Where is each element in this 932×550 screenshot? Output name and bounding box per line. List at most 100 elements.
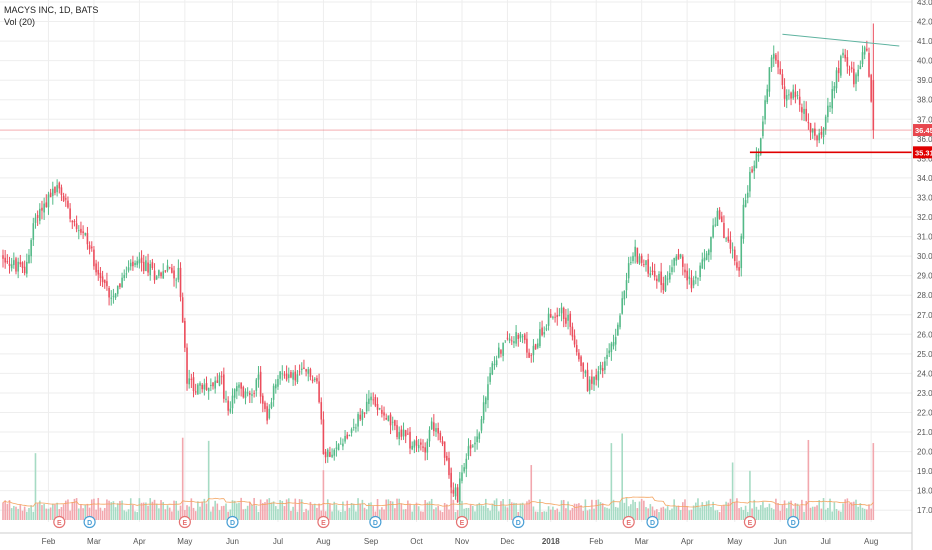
volume-bar	[794, 503, 797, 520]
candle-body	[246, 392, 249, 394]
candle-body	[515, 332, 517, 344]
candle-body	[67, 200, 69, 208]
candle-body	[474, 442, 476, 445]
candle-body	[792, 89, 795, 99]
volume-bar	[695, 502, 697, 520]
volume-bar	[478, 502, 481, 520]
volume-bar	[749, 470, 751, 520]
candle-body	[831, 89, 833, 109]
candle-body	[660, 271, 662, 285]
candle-body	[326, 449, 329, 457]
volume-bar	[666, 506, 669, 520]
candle-body	[199, 383, 201, 386]
candle-body	[34, 217, 37, 223]
volume-bar	[21, 510, 24, 520]
y-tick-label: 19.00	[917, 467, 932, 476]
volume-bar	[58, 509, 61, 520]
volume-bar	[863, 508, 866, 520]
candle-body	[746, 192, 749, 198]
volume-bar	[840, 511, 842, 520]
candle-body	[175, 279, 177, 281]
volume-bar	[212, 506, 214, 520]
volume-bar	[656, 509, 658, 520]
candle-body	[446, 455, 448, 461]
y-tick-label: 35.00	[917, 154, 932, 163]
volume-bar	[853, 501, 855, 520]
volume-bar	[435, 507, 437, 520]
candle-body	[2, 255, 4, 259]
volume-bar	[54, 504, 56, 520]
candle-body	[26, 261, 28, 274]
candle-body	[597, 371, 600, 381]
candle-body	[476, 436, 478, 443]
candle-body	[617, 324, 619, 336]
candle-body	[530, 355, 533, 357]
earnings-marker	[178, 515, 191, 529]
volume-bar	[705, 501, 708, 520]
candle-body	[32, 223, 35, 240]
candle-body	[411, 445, 413, 450]
candle-body	[192, 377, 195, 392]
volume-bar	[253, 497, 255, 520]
candle-body	[231, 395, 234, 409]
candle-body	[337, 444, 340, 451]
volume-bar	[218, 510, 221, 520]
candle-body	[129, 262, 132, 267]
candle-body	[417, 444, 420, 449]
candle-body	[212, 382, 214, 387]
volume-bar	[491, 504, 494, 520]
volume-bar	[129, 498, 132, 520]
volume-bar	[788, 501, 790, 520]
candle-body	[690, 277, 693, 289]
candle-body	[571, 326, 574, 337]
candle-body	[253, 392, 255, 394]
y-tick-label: 39.00	[917, 76, 932, 85]
volume-bar	[627, 506, 630, 520]
candle-body	[339, 443, 342, 445]
volume-bar	[34, 453, 37, 520]
volume-bar	[281, 500, 284, 520]
candle-body	[759, 138, 762, 155]
volume-bar	[162, 502, 165, 520]
candle-body	[407, 433, 409, 435]
candle-body	[770, 57, 773, 68]
volume-bar	[296, 511, 299, 520]
candle-body	[751, 169, 753, 173]
volume-bar	[77, 508, 80, 520]
volume-bar	[809, 507, 812, 520]
volume-bar	[660, 507, 662, 520]
candle-body	[664, 276, 667, 292]
volume-bar	[783, 500, 786, 520]
candle-body	[703, 257, 706, 262]
volume-bar	[292, 506, 294, 520]
candle-body	[649, 273, 652, 276]
candle-body	[93, 249, 95, 267]
candle-body	[716, 210, 719, 226]
volume-bar	[606, 507, 608, 520]
volume-bar	[233, 500, 236, 520]
candle-body	[285, 373, 288, 380]
candle-body	[645, 260, 647, 265]
volume-bar	[467, 507, 470, 520]
x-tick-label: 2018	[542, 537, 560, 546]
candle-body	[777, 60, 779, 68]
volume-bar	[536, 511, 539, 520]
candle-body	[461, 472, 463, 481]
volume-bar	[210, 511, 212, 520]
volume-bar	[171, 511, 173, 520]
y-tick-label: 21.00	[917, 428, 932, 437]
candle-body	[8, 263, 11, 266]
volume-bar	[599, 502, 602, 520]
volume-bar	[266, 499, 268, 520]
candle-body	[749, 171, 751, 192]
x-tick-label: Jul	[821, 537, 831, 546]
candle-body	[381, 409, 383, 414]
x-tick-label: May	[727, 537, 742, 546]
candle-body	[853, 68, 855, 85]
candle-body	[75, 223, 78, 230]
volume-bar	[125, 511, 128, 520]
candle-body	[123, 274, 126, 279]
volume-bar	[67, 499, 69, 520]
